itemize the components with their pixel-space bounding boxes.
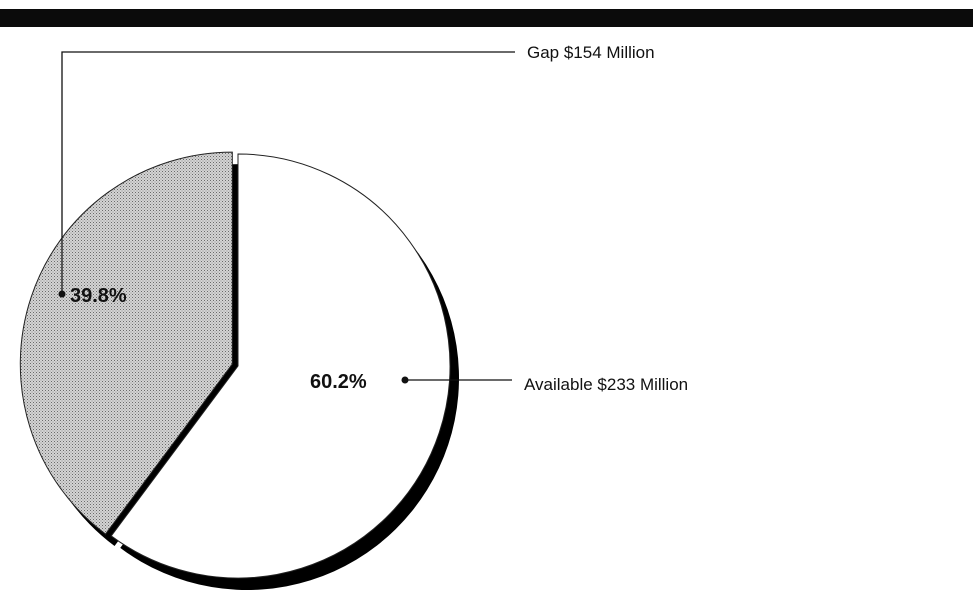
gap-percent-label: 39.8% [70, 285, 127, 307]
available-leader-dot [401, 376, 409, 384]
leader-lines [58, 51, 515, 384]
slices [19, 151, 451, 579]
gap-slice [19, 151, 233, 535]
available-slice [110, 153, 451, 579]
gap-leader-line [61, 51, 515, 294]
header-bar [0, 9, 973, 27]
available-callout: Available $233 Million [524, 375, 688, 394]
available-percent-label: 60.2% [310, 371, 367, 393]
gap-callout: Gap $154 Million [527, 43, 655, 62]
gap-leader-dot [58, 290, 66, 298]
